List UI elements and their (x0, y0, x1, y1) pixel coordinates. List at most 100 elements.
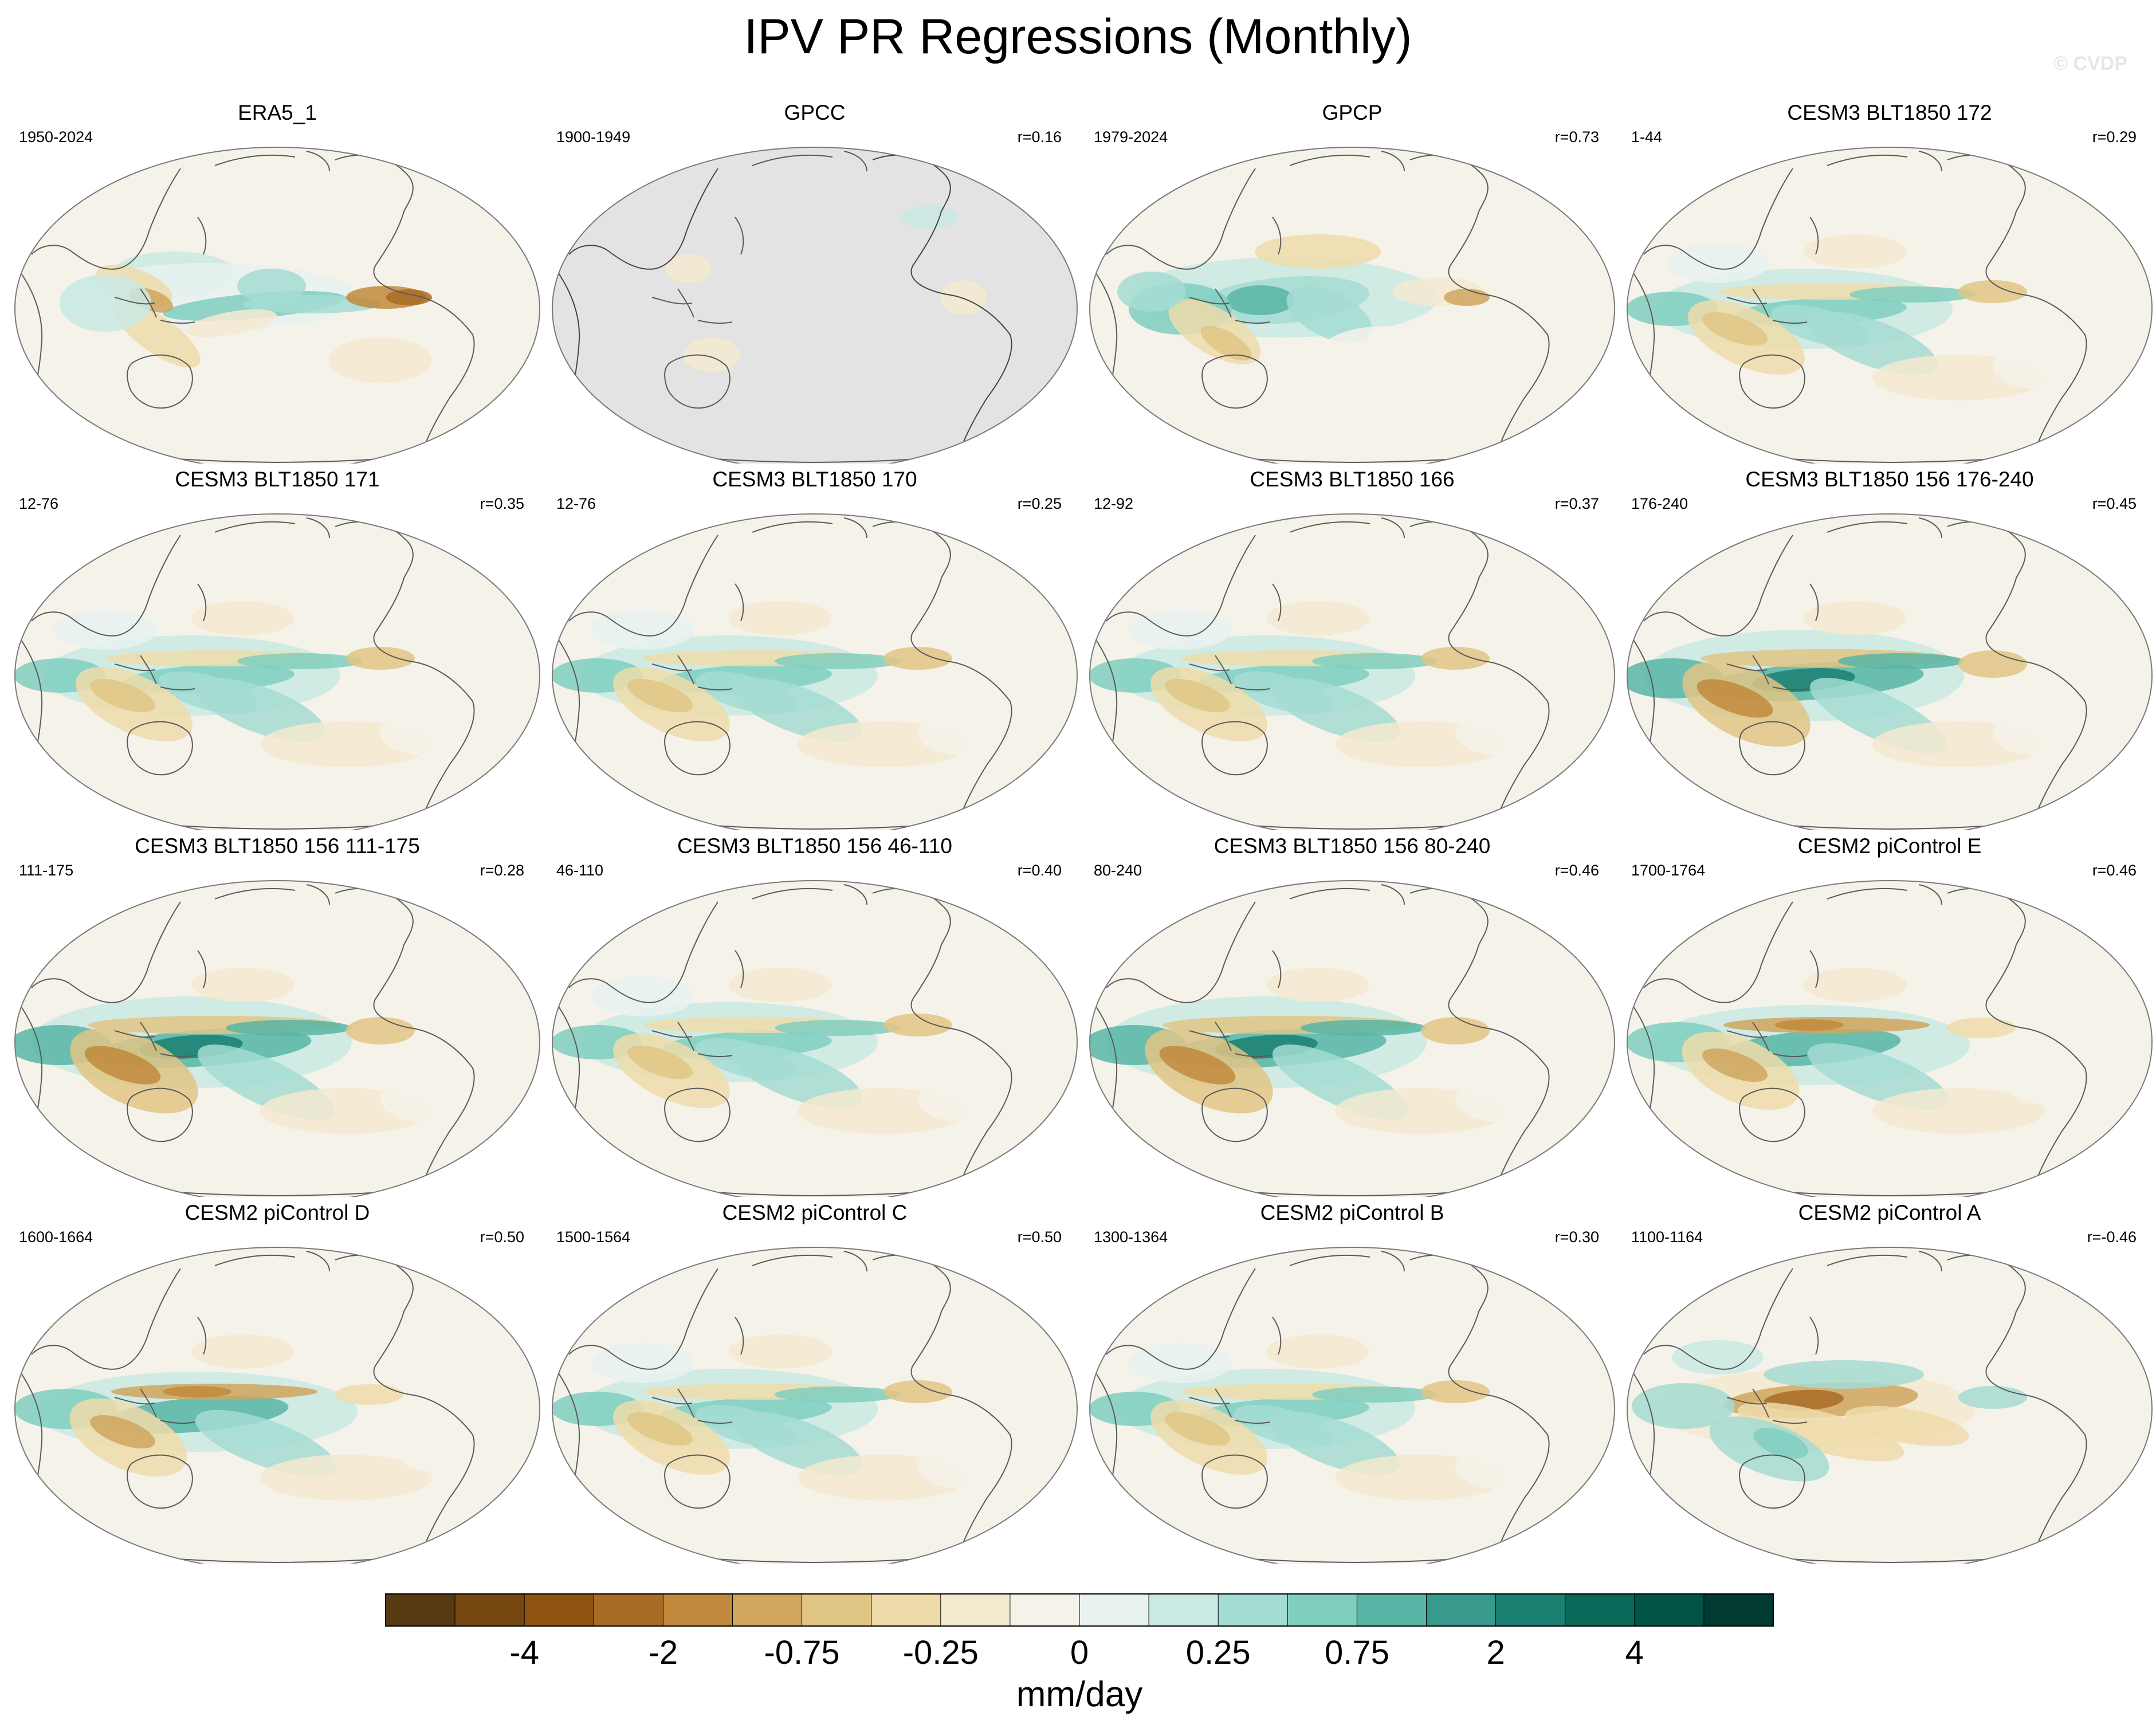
map-panel: CESM3 BLT1850 166 12-92 r=0.37 (1083, 466, 1621, 830)
arctic-outline (1827, 151, 1942, 172)
anomaly-blob (1632, 1383, 1735, 1429)
island-outline (651, 950, 744, 1058)
panel-title: ERA5_1 (238, 101, 317, 124)
panel-correlation: r=0.25 (1017, 495, 1062, 512)
anomaly-blob (591, 976, 694, 1016)
colorbar-tick-label: 0 (1070, 1634, 1089, 1671)
australia-outline (127, 721, 193, 776)
island-outline (651, 583, 744, 691)
panel-title: CESM3 BLT1850 166 (1250, 468, 1455, 491)
anomaly-blob (1129, 1343, 1232, 1383)
anomaly-blob (729, 1334, 832, 1369)
anomaly-blob (683, 337, 740, 372)
colorbar-segment (871, 1594, 941, 1626)
australia-outline (1201, 354, 1268, 409)
map-plot (1089, 880, 1615, 1197)
australia-outline (664, 1087, 731, 1142)
australia-outline (1201, 721, 1268, 776)
map-panel: GPCC 1900-1949 r=0.16 (546, 100, 1083, 464)
map-frame (552, 880, 1078, 1197)
colorbar-segment (1218, 1594, 1288, 1626)
anomaly-blob (1165, 678, 1230, 713)
anomaly-blob (90, 678, 155, 713)
colorbar-segment (732, 1594, 803, 1626)
anomaly-blob (1702, 1048, 1768, 1082)
island-outline (114, 950, 207, 1058)
anomaly-blob (1804, 968, 1907, 1002)
australia-outline (127, 1087, 193, 1142)
anomaly-blob (627, 678, 693, 713)
anomaly-field (552, 1334, 1010, 1501)
map-panel: GPCP 1979-2024 r=0.73 (1083, 100, 1621, 464)
arctic-outline (214, 517, 330, 539)
panel-correlation: r=0.73 (1554, 128, 1599, 146)
island-outline (114, 217, 207, 324)
map-panel: CESM3 BLT1850 156 111-175 111-175 r=0.28 (9, 833, 546, 1197)
arctic-outline (752, 517, 867, 539)
panel-title: CESM2 piControl A (1798, 1201, 1981, 1224)
anomaly-field (552, 968, 1010, 1134)
map-plot (1089, 147, 1615, 464)
panel-title: GPCP (1322, 101, 1383, 124)
australia-outline (1739, 1454, 1805, 1509)
colorbar-segment (1357, 1594, 1427, 1626)
panel-title: CESM3 BLT1850 171 (175, 468, 380, 491)
map-panel: CESM3 BLT1850 156 176-240 176-240 r=0.45 (1621, 466, 2156, 830)
map-frame (14, 513, 540, 830)
australia-outline (1739, 1087, 1805, 1142)
anomaly-blob (1455, 1077, 1547, 1122)
island-outline (1189, 950, 1282, 1058)
anomaly-blob (191, 1334, 294, 1369)
anomaly-blob (237, 269, 306, 303)
colorbar-segment (663, 1594, 733, 1626)
panel-period: 1300-1364 (1094, 1228, 1168, 1246)
anomaly-field (1627, 234, 2084, 400)
no-data-ocean (552, 147, 1077, 464)
anomaly-blob (901, 206, 958, 229)
panel-correlation: r=0.35 (480, 495, 524, 512)
panel-correlation: r=0.28 (480, 862, 524, 879)
anomaly-field (1627, 601, 2084, 767)
anomaly-blob (1312, 653, 1438, 669)
panel-period: 1100-1164 (1631, 1228, 1703, 1246)
anomaly-field (552, 147, 1077, 464)
anomaly-blob (666, 254, 712, 283)
anomaly-blob (1270, 678, 1400, 742)
arctic-outline (1827, 1251, 1942, 1272)
map-plot (1089, 1247, 1615, 1564)
map-plot (552, 513, 1078, 830)
colorbar-units: mm/day (1016, 1675, 1142, 1714)
anomaly-blob (1958, 1386, 2027, 1409)
map-plot (1627, 1247, 2153, 1564)
anomaly-blob (1672, 1340, 1764, 1375)
anomaly-blob (627, 1412, 693, 1446)
anomaly-blob (191, 968, 294, 1002)
map-plot (14, 513, 540, 830)
anomaly-blob (1444, 289, 1490, 306)
colorbar-segment (386, 1594, 455, 1626)
arctic-outline (214, 1251, 330, 1272)
arctic-outline (752, 1251, 867, 1272)
australia-outline (1201, 1454, 1268, 1509)
anomaly-blob (591, 1343, 694, 1383)
anomaly-field (1090, 1334, 1547, 1501)
anomaly-blob (186, 309, 277, 337)
colorbar-tick-label: 0.75 (1325, 1634, 1389, 1671)
arctic-outline (752, 884, 867, 905)
anomaly-blob (60, 274, 151, 332)
island-outline (1189, 1317, 1282, 1424)
map-plot (14, 880, 540, 1197)
anomaly-blob (883, 647, 952, 670)
anomaly-blob (1226, 285, 1295, 315)
map-frame (1627, 1247, 2153, 1564)
anomaly-blob (1666, 243, 1769, 283)
anomaly-blob (398, 1438, 478, 1472)
colorbar-segment (1079, 1594, 1149, 1626)
panel-title: CESM3 BLT1850 156 46-110 (677, 834, 952, 858)
panel-period: 1500-1564 (556, 1228, 631, 1246)
map-panel: CESM3 BLT1850 170 12-76 r=0.25 (546, 466, 1083, 830)
island-outline (1726, 950, 1819, 1058)
panel-title: CESM3 BLT1850 156 80-240 (1214, 834, 1491, 858)
anomaly-field (552, 601, 1010, 767)
arctic-outline (1289, 884, 1405, 905)
